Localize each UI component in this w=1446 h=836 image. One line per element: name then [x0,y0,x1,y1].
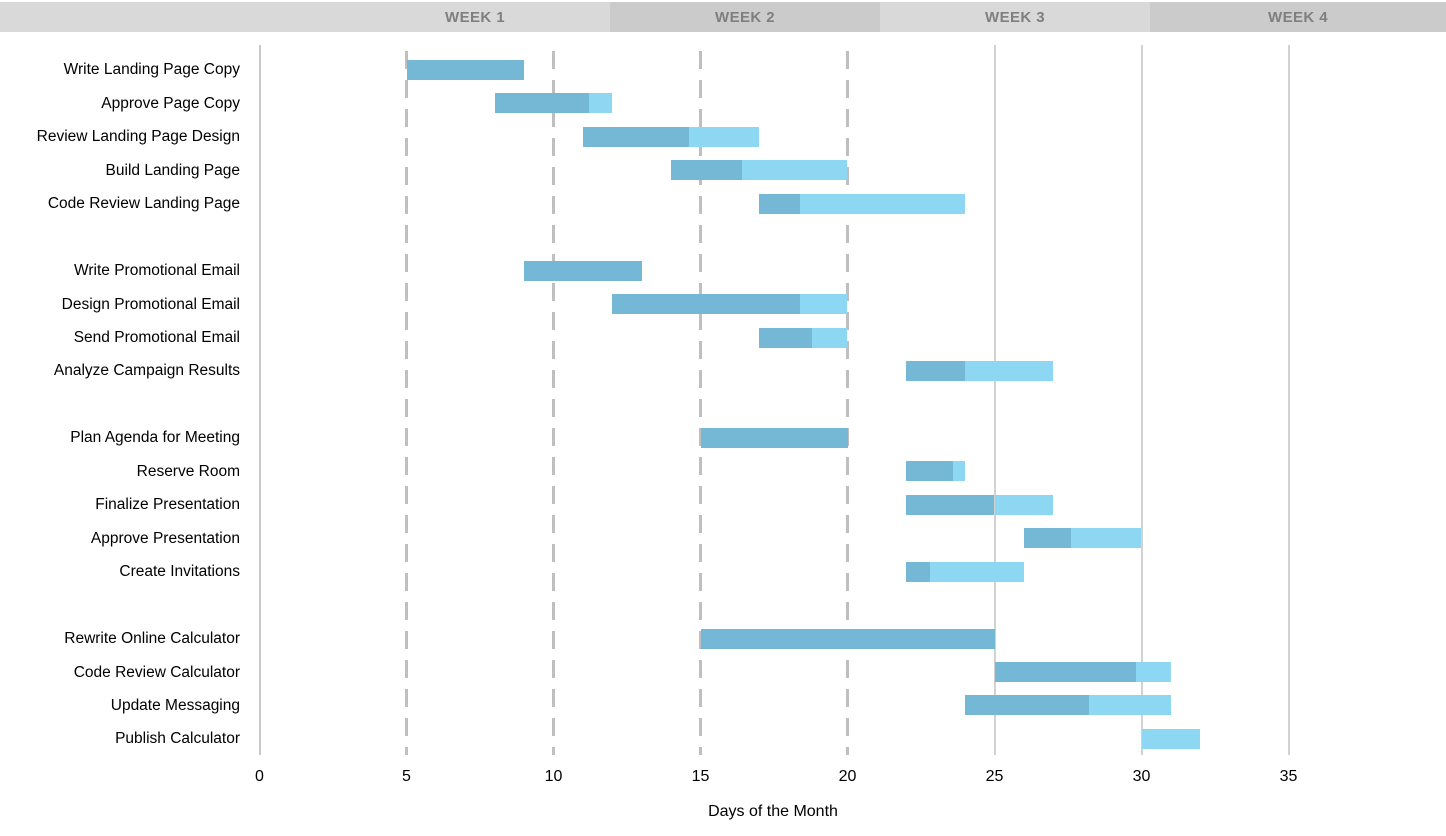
task-label: Reserve Room [136,462,240,480]
task-bar-remaining [1070,528,1142,549]
task-bar-remaining [953,461,966,482]
x-axis-title: Days of the Month [708,803,838,820]
week-header-cell-week-2: WEEK 2 [610,2,880,32]
task-label: Write Promotional Email [74,262,240,280]
task-label: Approve Presentation [90,529,240,547]
task-bar-remaining [741,160,848,181]
gridline-dashed-day-15 [699,51,702,755]
task-label: Rewrite Online Calculator [64,630,240,648]
task-bar-remaining [588,93,613,114]
gridline-dashed-day-5 [405,51,408,755]
task-bar-remaining [800,294,848,315]
week-header-cell-week-4: WEEK 4 [1150,2,1446,32]
task-label: Code Review Calculator [73,663,240,681]
y-axis-line [258,45,261,755]
gridline-dashed-day-20 [846,51,849,755]
task-bar-complete [965,695,1089,716]
gridline-solid-day-35 [1287,45,1290,755]
task-label: Publish Calculator [115,730,240,748]
task-bar-complete [700,628,995,649]
task-bar-complete [759,193,801,214]
task-label: Build Landing Page [105,161,240,179]
task-bar-remaining [1141,728,1201,749]
task-bar-complete [494,93,589,114]
task-bar-remaining [994,494,1054,515]
task-bar-remaining [965,360,1054,381]
task-bar-complete [994,662,1136,683]
x-tick-label-10: 10 [544,768,563,785]
task-bar-complete [671,160,742,181]
x-tick-label-35: 35 [1279,768,1298,785]
task-bar-complete [759,327,813,348]
week-header-cell-week-1: WEEK 1 [340,2,610,32]
task-bar-complete [700,427,848,448]
task-bar-remaining [929,561,1024,582]
week-header-spacer [0,2,340,32]
task-label: Create Invitations [119,563,240,581]
task-bar-remaining [812,327,848,348]
task-bar-complete [1023,528,1071,549]
x-tick-label-5: 5 [402,768,411,785]
task-bar-remaining [688,126,760,147]
task-bar-complete [906,360,966,381]
week-header-cell-week-3: WEEK 3 [880,2,1150,32]
task-bar-complete [524,260,642,281]
task-label: Update Messaging [110,696,240,714]
task-bar-remaining [800,193,966,214]
gridline-dashed-day-10 [552,51,555,755]
task-label: Send Promotional Email [73,329,240,347]
task-bar-complete [906,461,954,482]
task-bar-complete [906,561,930,582]
task-bar-remaining [1135,662,1171,683]
task-label: Write Landing Page Copy [63,61,240,79]
task-label: Finalize Presentation [95,496,240,514]
task-label: Design Promotional Email [61,295,240,313]
gridline-solid-day-30 [1140,45,1143,755]
x-tick-label-25: 25 [985,768,1004,785]
x-tick-label-0: 0 [255,768,264,785]
task-bar-complete [612,294,801,315]
task-label: Analyze Campaign Results [53,362,240,380]
task-bar-complete [406,59,525,80]
x-tick-label-15: 15 [691,768,710,785]
task-label: Plan Agenda for Meeting [70,429,240,447]
x-tick-label-20: 20 [838,768,857,785]
task-bar-complete [906,494,995,515]
task-bar-complete [582,126,689,147]
task-label: Approve Page Copy [101,94,240,112]
x-tick-label-30: 30 [1132,768,1151,785]
task-bar-remaining [1088,695,1171,716]
task-label: Review Landing Page Design [36,128,240,146]
gridline-solid-day-25 [993,45,996,755]
task-label: Code Review Landing Page [47,195,240,213]
